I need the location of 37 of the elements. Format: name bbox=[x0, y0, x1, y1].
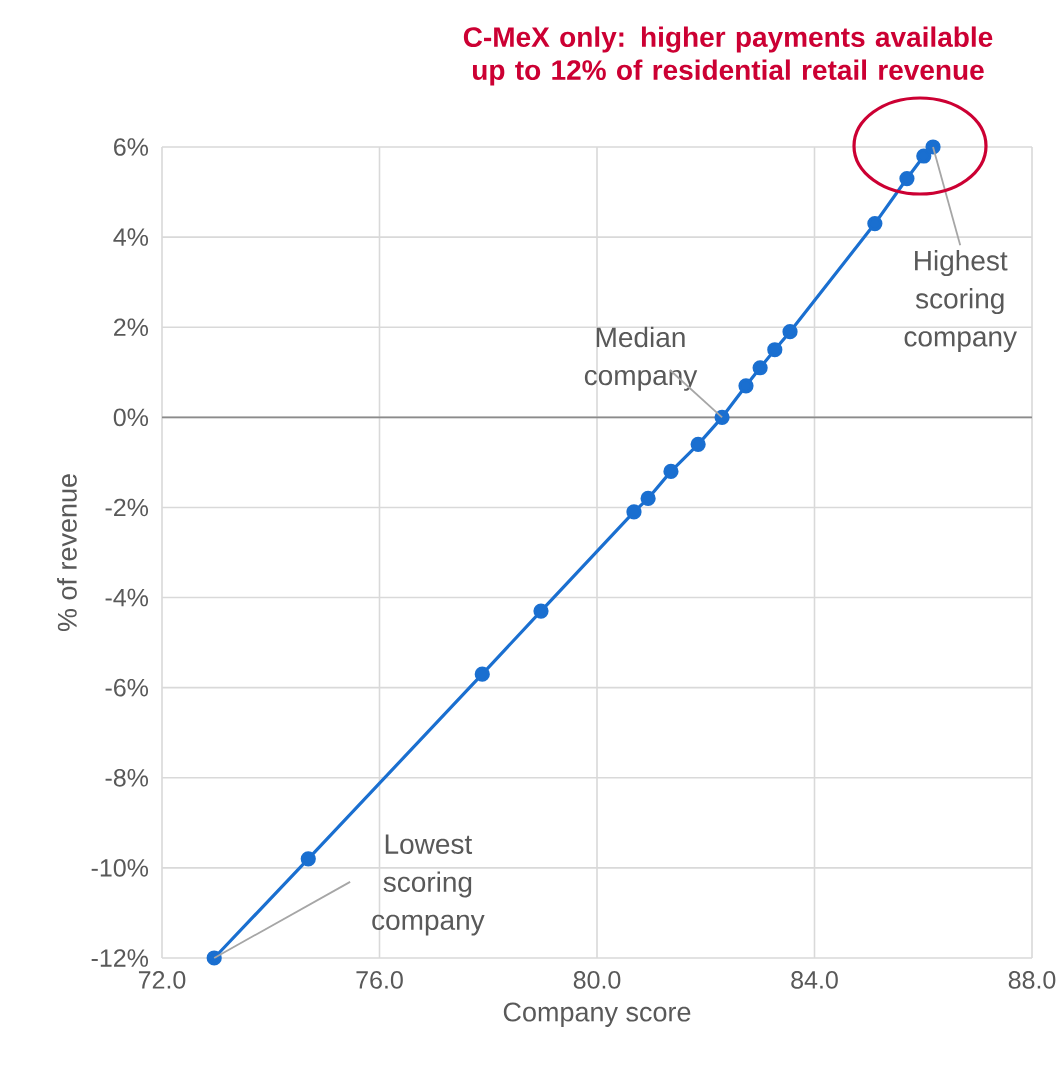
annotation: Median company bbox=[584, 326, 698, 391]
point bbox=[738, 378, 754, 394]
point bbox=[714, 409, 730, 425]
point bbox=[767, 342, 783, 358]
point bbox=[640, 490, 656, 507]
y-tick-label: 2% bbox=[114, 318, 149, 337]
point bbox=[300, 851, 316, 867]
point bbox=[916, 148, 932, 164]
x-axis-title: Company score bbox=[503, 1002, 691, 1027]
point bbox=[752, 360, 768, 376]
point bbox=[474, 666, 490, 682]
point bbox=[782, 324, 798, 340]
point bbox=[690, 436, 706, 452]
y-tick-label: -4% bbox=[105, 588, 149, 607]
x-tick-label: 76.0 bbox=[356, 971, 403, 989]
x-tick-label: 72.0 bbox=[138, 971, 186, 989]
point bbox=[899, 170, 915, 187]
point bbox=[626, 504, 642, 520]
x-tick-label: 88.0 bbox=[1008, 971, 1056, 989]
y-tick-label: 4% bbox=[113, 228, 149, 246]
y-tick-label: 0% bbox=[113, 408, 149, 427]
y-tick-label: -12% bbox=[91, 949, 149, 967]
x-tick-label: 84.0 bbox=[791, 971, 838, 989]
y-axis-title: % of revenue bbox=[57, 474, 77, 632]
point bbox=[663, 463, 679, 479]
x-tick-label: 80.0 bbox=[573, 971, 621, 989]
point bbox=[533, 603, 549, 619]
y-tick-label: -6% bbox=[105, 678, 149, 697]
y-tick-label: 6% bbox=[114, 138, 149, 156]
point bbox=[925, 139, 941, 155]
annotation: Lowest scoring company bbox=[372, 834, 485, 936]
point bbox=[867, 215, 883, 232]
annotation: Highest scoring company bbox=[904, 250, 1017, 353]
y-tick-label: -10% bbox=[91, 859, 149, 877]
y-tick-label: -8% bbox=[105, 768, 149, 787]
y-tick-label: -2% bbox=[105, 498, 149, 517]
chart-title: C-MeX only: higher payments available up to 12% of residential retail revenue bbox=[463, 26, 993, 86]
